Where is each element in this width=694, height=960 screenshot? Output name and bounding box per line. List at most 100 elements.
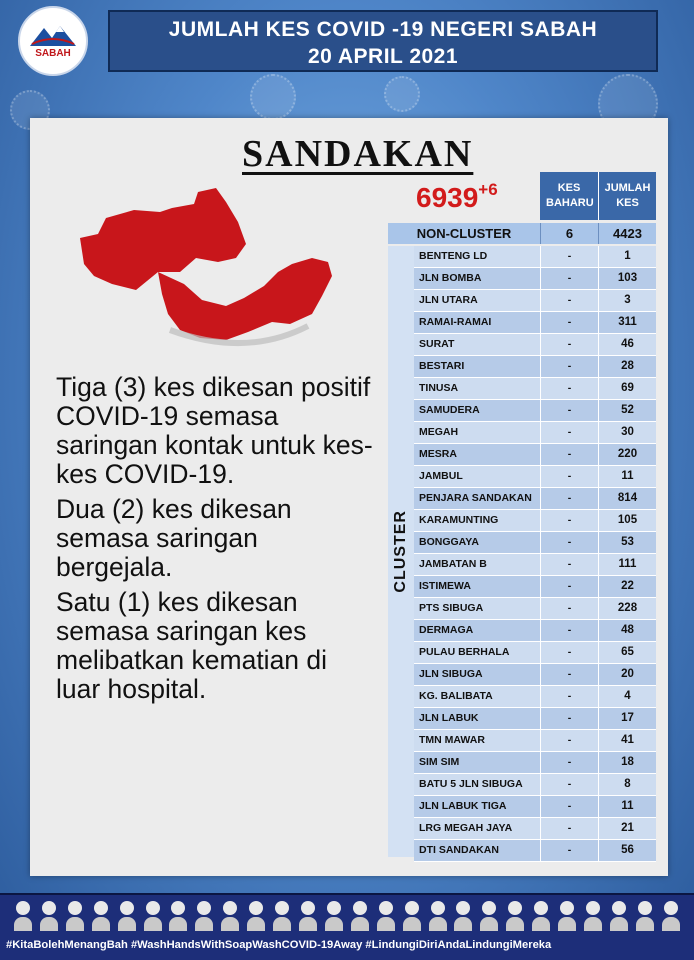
cluster-name: BENTENG LD (419, 250, 488, 262)
cluster-total: 1 (598, 246, 656, 267)
table-row: ISTIMEWA -22 (414, 576, 656, 598)
frontliner-figures (14, 899, 680, 935)
frontliner-icon (169, 899, 188, 931)
frontliner-icon (247, 899, 266, 931)
col-header-total: JUMLAH KES (598, 172, 656, 220)
cluster-new: - (540, 730, 598, 751)
cluster-total: 41 (598, 730, 656, 751)
cluster-name: TMN MAWAR (419, 734, 485, 746)
col-total-label: JUMLAH KES (604, 182, 651, 209)
sabah-logo: SABAH (18, 6, 88, 76)
cluster-total: 228 (598, 598, 656, 619)
cluster-total: 53 (598, 532, 656, 553)
cluster-name: KARAMUNTING (419, 514, 499, 526)
logo-text: SABAH (35, 47, 71, 59)
cluster-total: 17 (598, 708, 656, 729)
table-row: SIM SIM -18 (414, 752, 656, 774)
cluster-name: SIM SIM (419, 756, 460, 768)
table-row: PULAU BERHALA -65 (414, 642, 656, 664)
cluster-new: - (540, 466, 598, 487)
frontliner-icon (609, 899, 628, 931)
table-row: MEGAH -30 (414, 422, 656, 444)
cluster-name: DTI SANDAKAN (419, 844, 499, 856)
cluster-total: 69 (598, 378, 656, 399)
table-row: BESTARI -28 (414, 356, 656, 378)
frontliner-icon (583, 899, 602, 931)
table-row: DTI SANDAKAN -56 (414, 840, 656, 862)
cluster-total: 220 (598, 444, 656, 465)
table-row: PENJARA SANDAKAN -814 (414, 488, 656, 510)
table-row: JAMBUL -11 (414, 466, 656, 488)
cluster-name: ISTIMEWA (419, 580, 471, 592)
table-row: SURAT -46 (414, 334, 656, 356)
cluster-total: 18 (598, 752, 656, 773)
cluster-total: 3 (598, 290, 656, 311)
frontliner-icon (39, 899, 58, 931)
cluster-total: 30 (598, 422, 656, 443)
frontliner-icon (635, 899, 654, 931)
cluster-total: 52 (598, 400, 656, 421)
cluster-name: SURAT (419, 338, 455, 350)
frontliner-icon (454, 899, 473, 931)
table-row: SAMUDERA -52 (414, 400, 656, 422)
cluster-new: - (540, 246, 598, 267)
cluster-new: - (540, 686, 598, 707)
cluster-name: JLN LABUK (419, 712, 479, 724)
cluster-name: JLN SIBUGA (419, 668, 483, 680)
frontliner-icon (65, 899, 84, 931)
cluster-new: - (540, 378, 598, 399)
cluster-total: 11 (598, 466, 656, 487)
virus-decoration (250, 74, 296, 120)
cluster-total: 814 (598, 488, 656, 509)
cluster-name: TINUSA (419, 382, 459, 394)
cluster-new: - (540, 334, 598, 355)
cluster-name: JLN LABUK TIGA (419, 800, 507, 812)
table-row: BONGGAYA -53 (414, 532, 656, 554)
cluster-name: SAMUDERA (419, 404, 480, 416)
cluster-name: BATU 5 JLN SIBUGA (419, 778, 523, 790)
page-header: JUMLAH KES COVID -19 NEGERI SABAH 20 APR… (108, 10, 658, 72)
noncluster-row: NON-CLUSTER 6 4423 (388, 223, 656, 244)
cluster-new: - (540, 554, 598, 575)
col-header-new: KES BAHARU (540, 172, 598, 220)
frontliner-icon (273, 899, 292, 931)
frontliner-icon (195, 899, 214, 931)
table-row: JAMBATAN B -111 (414, 554, 656, 576)
cluster-total: 20 (598, 664, 656, 685)
header-title: JUMLAH KES COVID -19 NEGERI SABAH (168, 18, 598, 41)
cluster-total: 22 (598, 576, 656, 597)
cluster-new: - (540, 708, 598, 729)
frontliner-icon (428, 899, 447, 931)
cluster-name: BONGGAYA (419, 536, 479, 548)
cluster-new: - (540, 796, 598, 817)
new-count: +6 (478, 180, 498, 199)
virus-decoration (384, 76, 420, 112)
table-row: TMN MAWAR -41 (414, 730, 656, 752)
cluster-total: 21 (598, 818, 656, 839)
table-row: RAMAI-RAMAI -311 (414, 312, 656, 334)
description-para-3: Satu (1) kes dikesan semasa saringan kes… (56, 587, 328, 704)
cluster-table: BENTENG LD -1 JLN BOMBA -103 JLN UTARA -3 RAMA… (414, 246, 656, 862)
frontliner-icon (298, 899, 317, 931)
cluster-new: - (540, 444, 598, 465)
cluster-total: 65 (598, 642, 656, 663)
table-row: JLN LABUK TIGA -11 (414, 796, 656, 818)
cluster-total: 4 (598, 686, 656, 707)
cluster-new: - (540, 576, 598, 597)
cluster-new: - (540, 290, 598, 311)
frontliner-icon (480, 899, 499, 931)
cluster-total: 111 (598, 554, 656, 575)
table-row: JLN UTARA -3 (414, 290, 656, 312)
description-para-1: Tiga (3) kes dikesan positif COVID-19 se… (56, 372, 373, 489)
total-cases: 6939+6 (416, 180, 498, 214)
cluster-name: PENJARA SANDAKAN (419, 492, 532, 504)
cluster-new: - (540, 642, 598, 663)
cluster-total: 8 (598, 774, 656, 795)
header-date: 20 APRIL 2021 (307, 45, 459, 68)
cluster-name: JLN UTARA (419, 294, 478, 306)
cluster-total: 11 (598, 796, 656, 817)
district-map (80, 188, 332, 347)
cluster-total: 56 (598, 840, 656, 861)
table-row: JLN LABUK -17 (414, 708, 656, 730)
footer-hashtags: #KitaBolehMenangBah #WashHandsWithSoapWa… (6, 939, 552, 951)
